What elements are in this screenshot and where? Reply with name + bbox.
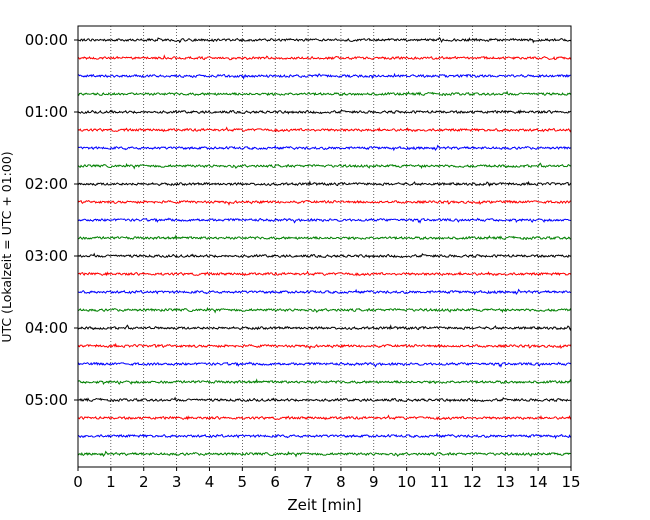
trace-line — [77, 90, 572, 97]
x-axis-ticks: 0 1 2 3 4 5 6 7 8 9 10 11 12 13 14 15 — [73, 467, 581, 491]
trace-line — [77, 144, 572, 152]
y-axis-label: UTC (Lokalzeit = UTC + 01:00) — [0, 151, 14, 342]
y-tick-label: 00:00 — [25, 31, 68, 49]
x-tick-label: 9 — [369, 473, 379, 491]
trace-line — [77, 162, 572, 170]
x-tick-label: 1 — [106, 473, 116, 491]
y-tick-label: 02:00 — [25, 175, 68, 193]
y-axis-ticks: 00:00 01:00 02:00 03:00 04:00 05:00 — [25, 31, 78, 409]
trace-line — [77, 234, 572, 241]
trace-line — [77, 450, 572, 458]
x-axis-label: Zeit [min] — [287, 496, 361, 514]
trace-line — [77, 396, 572, 403]
x-tick-label: 4 — [205, 473, 215, 491]
trace-line — [77, 36, 572, 44]
x-tick-label: 3 — [172, 473, 182, 491]
trace-line — [77, 252, 572, 259]
x-tick-label: 15 — [561, 473, 580, 491]
plot-frame — [77, 25, 572, 468]
trace-line — [77, 217, 572, 224]
x-tick-label: 12 — [463, 473, 482, 491]
x-tick-label: 2 — [139, 473, 149, 491]
x-tick-label: 0 — [73, 473, 83, 491]
y-tick-label: 01:00 — [25, 103, 68, 121]
trace-line — [77, 361, 572, 368]
trace-line — [77, 180, 572, 187]
x-tick-label: 13 — [496, 473, 515, 491]
x-tick-label: 8 — [336, 473, 346, 491]
trace-line — [77, 270, 572, 277]
traces-group — [77, 36, 572, 458]
y-tick-label: 03:00 — [25, 247, 68, 265]
x-tick-label: 6 — [270, 473, 280, 491]
trace-line — [77, 199, 572, 206]
y-tick-label: 05:00 — [25, 391, 68, 409]
trace-line — [77, 54, 572, 61]
x-tick-label: 5 — [238, 473, 248, 491]
y-tick-label: 04:00 — [25, 319, 68, 337]
trace-line — [77, 378, 572, 385]
x-tick-label: 7 — [303, 473, 313, 491]
trace-line — [77, 432, 572, 440]
trace-line — [77, 288, 571, 296]
trace-line — [77, 108, 572, 115]
trace-line — [77, 414, 572, 421]
trace-line — [77, 126, 572, 133]
x-tick-label: 11 — [430, 473, 449, 491]
trace-line — [77, 306, 572, 314]
trace-line — [77, 342, 572, 350]
trace-line — [77, 72, 572, 80]
x-tick-label: 10 — [397, 473, 416, 491]
x-tick-label: 14 — [529, 473, 548, 491]
trace-line — [77, 324, 572, 331]
plot-background — [78, 26, 571, 467]
